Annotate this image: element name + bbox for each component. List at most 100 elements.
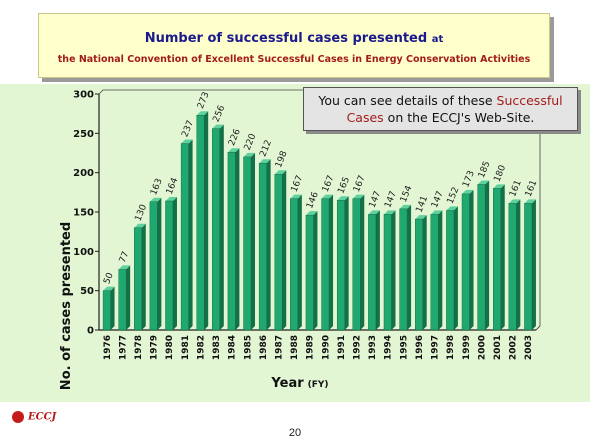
page-number: 20 <box>288 427 302 439</box>
x-tick-label: 2000 <box>477 335 487 360</box>
bar-side <box>469 189 474 330</box>
bar <box>430 210 443 331</box>
x-tick-label: 1985 <box>243 335 253 360</box>
bar-top <box>477 180 490 185</box>
bar-top <box>212 124 224 129</box>
bar-top <box>103 286 115 291</box>
x-tick-label: 1983 <box>212 335 222 360</box>
x-axis-label: Year (FY) <box>270 376 328 391</box>
bar-front <box>165 200 174 331</box>
bar-side <box>126 265 131 330</box>
bar-side <box>453 206 458 330</box>
bar <box>274 170 287 331</box>
bar-front <box>477 184 486 331</box>
bar-side <box>282 170 287 330</box>
bar-front <box>461 193 470 331</box>
bar <box>290 194 302 331</box>
bar <box>493 184 505 331</box>
bar <box>352 194 365 331</box>
bar-front <box>227 152 236 331</box>
callout-text-before: You can see details of these <box>318 93 493 108</box>
chart-title: Number of successful cases presented at <box>39 31 549 46</box>
bar-front <box>305 214 314 331</box>
bar-front <box>508 203 517 331</box>
bar <box>321 194 334 331</box>
bar-top <box>508 199 521 204</box>
bar-value-label: 77 <box>118 250 132 264</box>
chart-subtitle: the National Convention of Excellent Suc… <box>57 54 531 65</box>
x-tick-label: 1989 <box>306 335 316 360</box>
x-tick-label: 1995 <box>399 335 409 360</box>
bar-side <box>172 196 177 330</box>
bar-top <box>462 189 474 194</box>
bar-front <box>258 163 267 331</box>
bar <box>134 223 146 331</box>
bar-front <box>274 174 283 331</box>
bar-top <box>430 210 443 215</box>
bar <box>383 210 396 331</box>
bar-side <box>375 210 380 330</box>
bar-front <box>149 201 158 331</box>
x-tick-label: 1986 <box>259 335 269 360</box>
title-at: at <box>431 34 444 45</box>
bar-front <box>118 269 127 331</box>
bar-side <box>391 210 396 330</box>
bar-side <box>407 204 412 330</box>
x-axis-label-text: Year <box>270 376 304 391</box>
bar-top <box>149 197 162 202</box>
bar <box>524 199 536 331</box>
title-box: Number of successful cases presented at … <box>38 13 550 78</box>
bar-side <box>422 215 427 330</box>
bar-front <box>414 218 423 331</box>
bar-side <box>110 286 115 330</box>
bar-top <box>165 196 177 201</box>
bar-top <box>134 223 146 228</box>
bar <box>212 124 224 331</box>
x-tick-label: 1996 <box>415 335 425 360</box>
y-tick-label: 250 <box>73 129 94 140</box>
bar-side <box>235 148 240 330</box>
bar-top <box>259 159 271 164</box>
bar-front <box>430 214 439 331</box>
bar-side <box>219 124 224 330</box>
bar <box>102 286 115 331</box>
bar <box>165 196 177 331</box>
bar-front <box>212 128 221 331</box>
y-tick-label: 300 <box>73 90 94 101</box>
eccj-logo-mark-icon <box>12 411 24 423</box>
bar-top <box>118 265 131 270</box>
x-tick-label: 1984 <box>228 335 238 360</box>
bar <box>305 211 318 331</box>
bar-front <box>180 143 189 331</box>
bar <box>196 111 209 331</box>
y-axis-label: No. of cases presented <box>59 222 74 390</box>
bar-side <box>297 194 302 330</box>
bar-top <box>399 204 412 209</box>
bar <box>414 215 427 331</box>
bar-front <box>493 188 501 331</box>
bar-front <box>524 203 533 331</box>
x-tick-label: 1976 <box>103 335 113 360</box>
x-tick-label: 1990 <box>321 335 331 360</box>
bar <box>243 152 256 331</box>
bar-front <box>321 198 330 331</box>
bar <box>446 206 458 331</box>
bar-side <box>500 184 505 330</box>
bar-front <box>399 208 408 331</box>
bar-side <box>188 139 193 330</box>
bar-front <box>290 198 299 331</box>
bar-front <box>102 290 111 331</box>
bar-front <box>196 115 205 331</box>
bar-front <box>383 214 392 331</box>
bar <box>149 197 162 331</box>
x-tick-label: 1977 <box>118 335 128 360</box>
x-tick-label: 2001 <box>493 335 503 360</box>
bar-side <box>251 152 256 330</box>
bar-side <box>329 194 334 330</box>
y-tick-label: 50 <box>80 286 94 297</box>
bar-side <box>531 199 536 330</box>
x-axis-label-unit: (FY) <box>308 380 329 390</box>
y-tick-label: 0 <box>87 326 94 337</box>
bar-top <box>181 139 193 144</box>
